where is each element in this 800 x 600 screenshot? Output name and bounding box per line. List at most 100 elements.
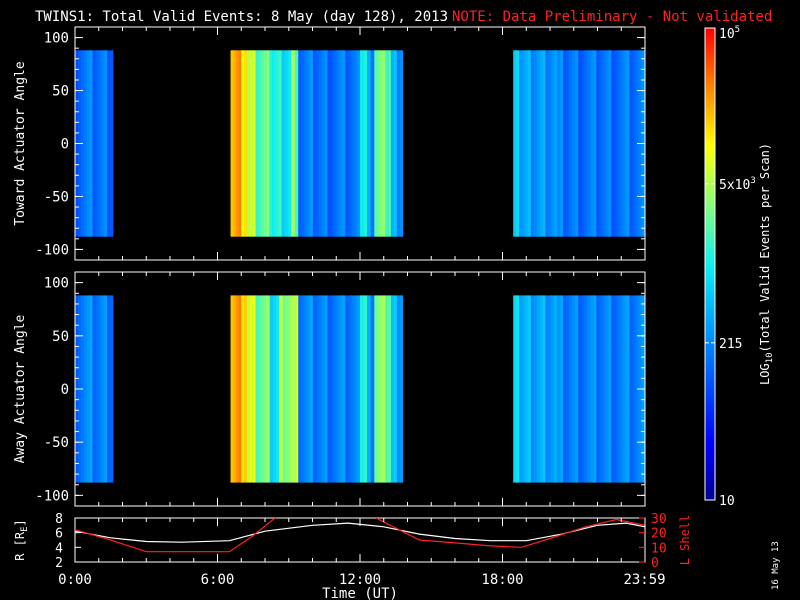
heatmap-cell xyxy=(593,50,597,237)
heatmap-cell xyxy=(92,295,96,483)
heatmap-cell xyxy=(307,295,311,483)
r-tick-label: 4 xyxy=(55,541,63,556)
l-shell-line xyxy=(75,518,645,553)
heatmap-cell xyxy=(336,295,340,483)
heatmap-cell xyxy=(330,295,334,483)
y-tick-label: -100 xyxy=(35,488,69,504)
heatmap-cell xyxy=(360,295,364,483)
heatmap-cell xyxy=(249,50,253,237)
heatmap-cell xyxy=(590,295,594,483)
heatmap-cell xyxy=(560,295,564,483)
heatmap-cell xyxy=(393,295,398,483)
heatmap-cell xyxy=(263,50,267,237)
heatmap-cell xyxy=(578,50,582,237)
heatmap-cell xyxy=(348,295,352,483)
heatmap-cell xyxy=(298,50,302,237)
colorbar-label-rest: (Total Valid Events per Scan) xyxy=(758,143,772,353)
colorbar-tick-label: 10 xyxy=(719,494,735,509)
heatmap-cell xyxy=(545,295,549,483)
heatmap-cell xyxy=(104,50,108,237)
heatmap-cell xyxy=(276,295,280,483)
heatmap-cell xyxy=(241,295,245,483)
heatmap-cell xyxy=(315,295,320,483)
heatmap-cell xyxy=(385,295,389,483)
heatmap-cell xyxy=(360,50,364,237)
colorbar-tick-value: 10 xyxy=(719,494,735,509)
heatmap-cell xyxy=(291,50,295,237)
heatmap-cell xyxy=(351,295,355,483)
heatmap-cell xyxy=(357,50,361,237)
heatmap-cell xyxy=(527,295,532,483)
heatmap-cell xyxy=(339,295,343,483)
heatmap-cell xyxy=(233,50,237,237)
heatmap-cell xyxy=(342,50,346,237)
heatmap-cell xyxy=(548,295,552,483)
heatmap-cell xyxy=(563,50,567,237)
r-tick-label: 2 xyxy=(55,556,63,571)
heatmap-cell xyxy=(590,50,594,237)
heatmap-cell xyxy=(516,295,520,483)
heatmap-cell xyxy=(104,295,108,483)
heatmap-cell xyxy=(83,295,87,483)
heatmap-cell xyxy=(333,50,337,237)
y-tick-label: 50 xyxy=(52,84,69,100)
heatmap-cell xyxy=(107,295,111,483)
y-tick-label: -100 xyxy=(35,242,69,258)
colorbar-gradient xyxy=(705,28,715,500)
heatmap-cell xyxy=(310,295,314,483)
heatmap-cell xyxy=(233,295,237,483)
heatmap-cell xyxy=(542,50,546,237)
heatmap-cell xyxy=(367,295,371,483)
heatmap-cell xyxy=(536,50,540,237)
r-axis-label-sub: E xyxy=(20,526,30,531)
title-main: TWINS1: Total Valid Events: 8 May (day 1… xyxy=(35,9,448,25)
heatmap-cell xyxy=(513,50,517,237)
heatmap-cell xyxy=(632,295,636,483)
heatmap-cell xyxy=(587,50,591,237)
heatmap-cell xyxy=(551,50,555,237)
heatmap-cell xyxy=(258,295,262,483)
heatmap-cell xyxy=(596,295,600,483)
heatmap-cell xyxy=(374,295,378,483)
heatmap-cell xyxy=(569,295,573,483)
heatmap-cell xyxy=(89,50,93,237)
heatmap-cell xyxy=(261,295,265,483)
heatmap-cell xyxy=(617,50,621,237)
heatmap-cell xyxy=(244,295,248,483)
heatmap-cell xyxy=(367,50,371,237)
y-axis-label: Toward Actuator Angle xyxy=(13,61,28,226)
heatmap-cell xyxy=(539,50,543,237)
heatmap-cell xyxy=(399,50,404,237)
heatmap-cell xyxy=(321,50,326,237)
heatmap-cell xyxy=(632,50,636,237)
heatmap-cell xyxy=(626,50,630,237)
colorbar-label: LOG10(Total Valid Events per Scan) xyxy=(758,143,775,385)
heatmap-cell xyxy=(307,50,311,237)
heatmap-cell xyxy=(382,295,386,483)
heatmap-cell xyxy=(370,50,375,237)
r-axis-label-main: R [R xyxy=(13,531,27,561)
heatmap-cell xyxy=(269,50,273,237)
heatmap-cell xyxy=(348,50,352,237)
y-tick-label: 0 xyxy=(61,382,69,398)
heatmap-cell xyxy=(524,295,529,483)
heatmap-cell xyxy=(312,295,317,483)
heatmap-cell xyxy=(522,295,526,483)
date-stamp: 16 May 13 xyxy=(771,541,781,590)
heatmap-cell xyxy=(557,295,561,483)
heatmap-cell xyxy=(388,50,392,237)
heatmap-cell xyxy=(246,295,251,483)
heatmap-cell xyxy=(605,50,609,237)
heatmap-cell xyxy=(519,50,523,237)
heatmap-cell xyxy=(396,295,401,483)
heatmap-cell xyxy=(252,50,256,237)
heatmap-cell xyxy=(593,295,597,483)
heatmap-cell xyxy=(393,50,398,237)
heatmap-cell xyxy=(354,295,358,483)
heatmap-cell xyxy=(101,50,105,237)
heatmap-cell xyxy=(241,50,245,237)
heatmap-cell xyxy=(110,295,114,483)
colorbar-tick-value: 215 xyxy=(719,337,742,352)
